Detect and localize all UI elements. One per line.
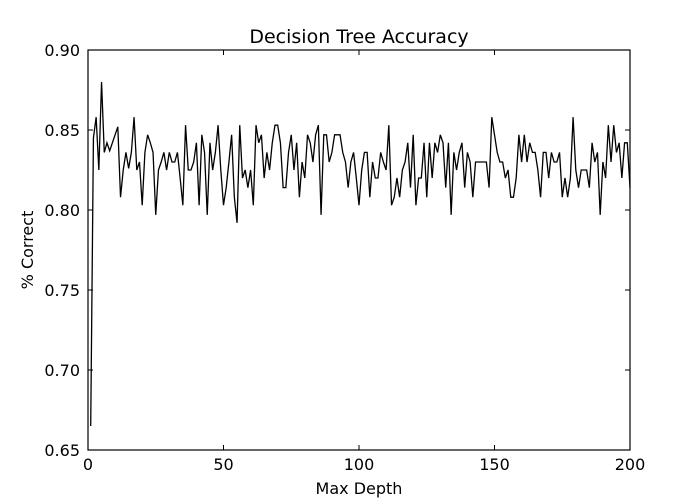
y-tick-label: 0.70 [44,361,80,380]
x-tick-label: 50 [213,455,233,474]
axis-ticks: 0 50 100 150 200 0.65 0.70 0.75 0.80 0.85 0.90 [44,41,645,474]
y-axis-label: % Correct [18,211,37,290]
y-tick-label: 0.90 [44,41,80,60]
y-tick-label: 0.65 [44,441,80,460]
plot-area-frame [87,49,631,451]
x-tick-label: 200 [615,455,646,474]
x-tick-label: 100 [344,455,375,474]
x-tick-label: 0 [83,455,93,474]
x-axis-label: Max Depth [316,479,403,498]
y-tick-label: 0.85 [44,121,80,140]
chart-title: Decision Tree Accuracy [249,26,468,48]
data-series [90,81,631,427]
y-tick-label: 0.80 [44,201,80,220]
x-tick-label: 150 [479,455,510,474]
y-tick-label: 0.75 [44,281,80,300]
accuracy-series-line [90,81,631,427]
